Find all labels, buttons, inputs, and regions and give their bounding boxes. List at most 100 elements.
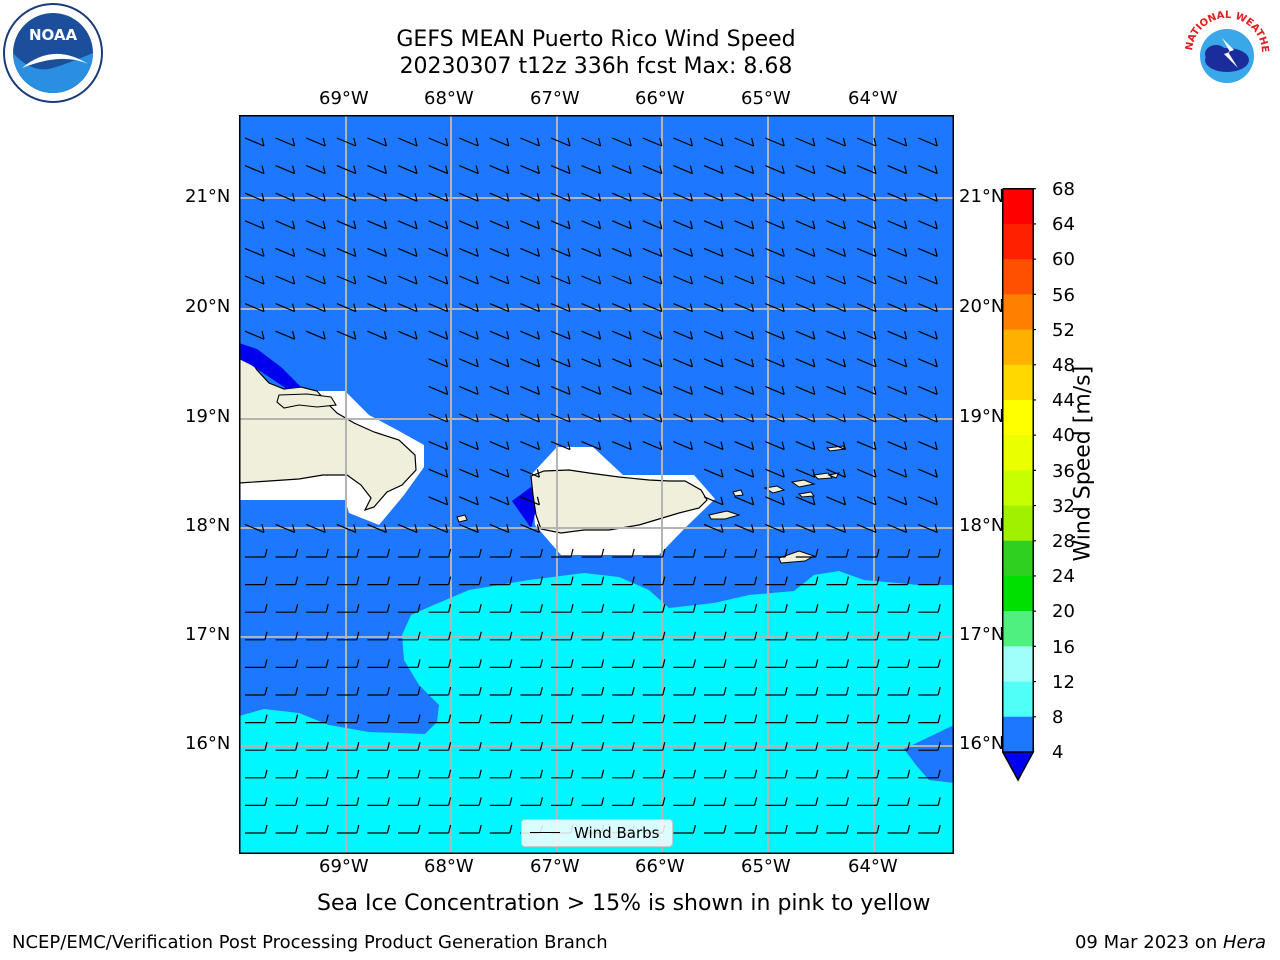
wind-barb [551,576,574,586]
wind-barb [734,385,755,395]
nws-logo: NATIONAL WEATHER SERVICE [1172,0,1278,104]
wind-barb [336,659,360,668]
wind-barb [857,631,880,641]
wind-barb [245,631,268,641]
wind-barb [826,686,849,696]
wind-barb [275,604,299,613]
wind-barb [857,742,880,751]
wind-barb [428,358,449,368]
colorbar-tick-label: 64 [1052,214,1075,236]
map-title: GEFS MEAN Puerto Rico Wind Speed [396,27,796,52]
wind-barb [764,275,785,285]
wind-barb [397,192,418,202]
wind-barb [887,192,908,202]
wind-barb [704,797,727,806]
wind-barb [489,824,513,834]
wind-barb [673,275,693,285]
wind-barb [581,303,602,313]
wind-barb [826,220,846,230]
wind-barb [673,358,693,368]
wind-barb [764,247,785,257]
wind-barb [703,468,724,478]
wind-barb [734,441,755,451]
wind-barb [887,604,911,613]
wind-barb [520,192,540,202]
wind-barb [795,769,819,779]
lon-label-top: 68°W [424,88,474,109]
wind-barb [428,441,449,451]
wind-barb [918,714,941,724]
colorbar-segment [1002,505,1034,542]
wind-barb [520,659,543,668]
wind-barbs-layer [244,137,941,834]
colorbar [1002,188,1036,782]
wind-barb [734,468,755,478]
wind-barb [520,303,540,313]
wind-barb [734,220,755,230]
wind-barb [336,165,357,175]
wind-barb [489,576,513,586]
wind-barb [428,548,452,558]
wind-barb [428,192,449,202]
lat-label-left: 19°N [185,406,231,427]
colorbar-segment [1002,188,1034,225]
wind-barb [795,631,819,641]
wind-barb [306,604,329,613]
wind-barb [581,220,602,230]
wind-barb [397,165,418,175]
wind-barb [764,303,785,313]
wind-barb [826,385,846,395]
wind-barb [612,797,635,806]
lat-label-left: 20°N [185,296,231,317]
wind-barb [826,165,846,175]
wind-barb [764,165,785,175]
wind-barb [765,686,788,696]
colorbar-tick-label: 44 [1052,390,1075,412]
wind-barb [734,797,758,806]
wind-barb [703,330,724,340]
wind-barb [275,165,296,175]
wind-barb [520,413,540,423]
wind-barb [704,742,727,751]
wind-barb [520,523,540,533]
wind-barb [704,548,727,558]
wind-barb [704,686,727,696]
wind-barb [611,192,632,202]
wind-barb [734,824,758,834]
colorbar-label: Wind Speed [m/s] [1070,365,1096,562]
wind-barb [336,769,360,779]
wind-barb [581,604,605,613]
wind-barb [673,769,696,779]
wind-barb [704,631,727,641]
wind-barb [581,358,602,368]
wind-barb [887,496,908,506]
wind-barb [704,576,727,586]
lat-label-left: 17°N [185,624,231,645]
wind-barb [704,659,727,668]
wind-barb [612,686,635,696]
lat-label-left: 21°N [185,186,231,207]
wind-barb [611,358,632,368]
wind-barb [764,220,785,230]
wind-barb [612,769,635,779]
colorbar-tick-label: 20 [1052,601,1075,623]
wind-barb [642,275,663,285]
wind-barb [520,468,540,478]
wind-barb [765,769,788,779]
wind-barb [673,576,696,586]
wind-barb [551,659,574,668]
wind-barb [826,303,846,313]
noaa-logo-text: NOAA [29,26,78,44]
wind-barb [489,659,513,668]
lon-label-bottom: 69°W [319,856,369,877]
wind-barb [458,496,479,506]
wind-barb [489,137,510,147]
wind-barb [642,413,663,423]
wind-barb [581,385,602,395]
wind-barb [520,220,540,230]
wind-barb [489,797,513,806]
wind-barb [367,659,390,668]
wind-barb [458,165,479,175]
wind-barb [856,358,877,368]
colorbar-under-extension [1002,751,1035,782]
